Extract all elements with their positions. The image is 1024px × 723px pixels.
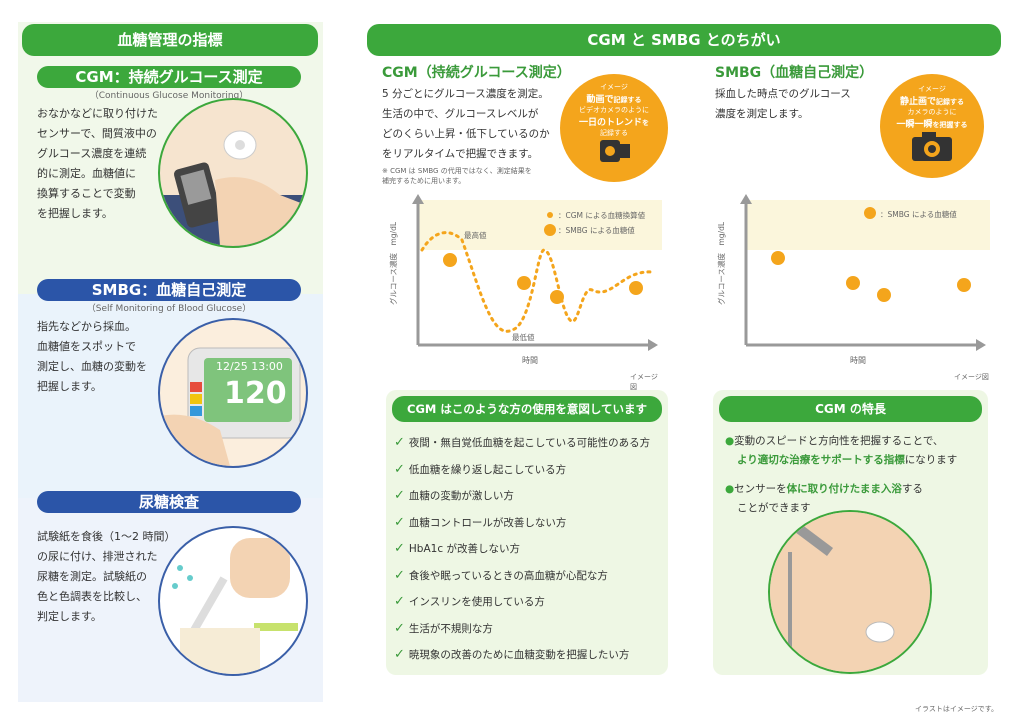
check-icon: ✓ [394, 647, 405, 662]
left-main-title: 血糖管理の指標 [22, 24, 318, 56]
intended-item: ✓ 低血糖を繰り返し起こしている方 [394, 461, 567, 477]
cgm-chart: グルコース濃度 mg/dL 時間 ：CGM による血糖換算値 ：SMBG による… [382, 190, 662, 391]
check-icon: ✓ [394, 594, 405, 609]
bathing-illustration [768, 510, 932, 674]
check-icon: ✓ [394, 514, 405, 530]
urine-test-illustration [158, 526, 308, 676]
intended-item: ✓ 夜間・無自覚低血糖を起こしている可能性のある方 [394, 435, 651, 450]
urine-description: 試験紙を食後（1〜2 時間） の尿に付け、排泄された 尿糖を測定。試験紙の 色と色調… [37, 530, 176, 623]
intended-item: ✓ 暁現象の改善のために血糖変動を把握したい方 [394, 647, 630, 662]
cgm-english-name: （Continuous Glucose Monitoring） [89, 91, 249, 101]
intended-use-title: CGM はこのような方の使用を意図しています [392, 396, 662, 422]
cgm-video-bubble: イメージ 動画で記録する ビデオカメラのように 一日のトレンドを 記録する [560, 74, 668, 182]
intended-item: ✓ 食後や眠っているときの高血糖が心配な方 [394, 567, 608, 583]
cgm-chart-ylabel: グルコース濃度 mg/dL [389, 221, 398, 305]
cgm-compare-title: CGM（持続グルコース測定） [382, 65, 571, 81]
cgm-note: ※ CGM は SMBG の代用ではなく、測定結果を 補完するために用います。 [382, 167, 532, 185]
cgm-illustration [158, 98, 308, 248]
smbg-compare-description: 採血した時点でのグルコース 濃度を測定します。 [715, 88, 851, 120]
urine-section-title: 尿糖検査 [37, 491, 301, 513]
cgm-description: おなかなどに取り付けた センサーで、間質液中の グルコース濃度を連続 的に測定。血糖… [37, 107, 158, 220]
intended-item: ✓ 生活が不規則な方 [394, 620, 493, 636]
smbg-english-name: （Self Monitoring of Blood Glucose） [86, 304, 252, 314]
smbg-chart-legend: ：SMBG による血糖値 [880, 210, 957, 219]
intended-use-panel: CGM はこのような方の使用を意図しています ✓ 夜間・無自覚低血糖を起こしている… [386, 390, 668, 675]
intended-item: ✓ HbA1c が改善しない方 [394, 541, 520, 556]
right-main-title: CGM と SMBG とのちがい [367, 24, 1001, 56]
cgm-section-title: CGM：持続グルコース測定 [37, 66, 301, 88]
smbg-chart-xlabel: 時間 [850, 356, 866, 365]
smbg-camera-bubble: イメージ 静止画で記録する カメラのように 一瞬一瞬を把握する [880, 74, 984, 178]
smbg-chart-ylabel: グルコース濃度 mg/dL [717, 221, 726, 305]
footer-note: イラストはイメージです。 [915, 705, 999, 713]
smbg-compare-title: SMBG（血糖自己測定） [715, 65, 874, 81]
cgm-chart-legend-smbg: ：SMBG による血糖値 [558, 226, 635, 235]
cgm-chart-max-label: 最高値 [464, 231, 487, 240]
intended-item: ✓ 血糖の変動が激しい方 [394, 488, 514, 503]
smbg-description: 指先などから採血。 血糖値をスポットで 測定し、血糖の変動を 把握します。 [37, 320, 147, 393]
smbg-illustration: 12/25 13:00 120 [158, 318, 308, 468]
smbg-section-title: SMBG：血糖自己測定 [37, 279, 301, 301]
check-icon: ✓ [394, 461, 405, 477]
cgm-chart-min-label: 最低値 [512, 333, 535, 342]
cgm-chart-image-note: イメージ図 [630, 373, 658, 391]
features-title: CGM の特長 [719, 396, 982, 422]
features-panel: CGM の特長 ●変動のスピードと方向性を把握することで、 より適切な治療をサポ… [713, 390, 988, 675]
check-icon: ✓ [394, 567, 405, 583]
feature-1: ●変動のスピードと方向性を把握することで、 より適切な治療をサポートする指標にな… [725, 435, 958, 466]
cgm-chart-xlabel: 時間 [522, 356, 538, 365]
cgm-chart-legend-cgm: ：CGM による血糖換算値 [558, 211, 646, 220]
video-camera-icon [600, 140, 630, 162]
feature-2: ●センサーを体に取り付けたまま入浴する ことができます [725, 483, 923, 514]
check-icon: ✓ [394, 435, 405, 450]
check-icon: ✓ [394, 541, 405, 556]
smbg-chart-image-note: イメージ図 [954, 373, 989, 381]
smbg-device-time: 12/25 13:00 [216, 360, 283, 373]
smbg-device-value: 120 [224, 376, 287, 411]
cgm-compare-description: 5 分ごとにグルコース濃度を測定。 生活の中で、グルコースレベルが どのくらい上昇… [382, 88, 550, 160]
intended-item: ✓ インスリンを使用している方 [394, 594, 545, 609]
camera-icon [912, 132, 952, 161]
check-icon: ✓ [394, 620, 405, 636]
smbg-chart: グルコース濃度 mg/dL 時間 ：SMBG による血糖値 イメージ図 [710, 190, 990, 381]
check-icon: ✓ [394, 488, 405, 503]
intended-item: ✓ 血糖コントロールが改善しない方 [394, 514, 567, 530]
